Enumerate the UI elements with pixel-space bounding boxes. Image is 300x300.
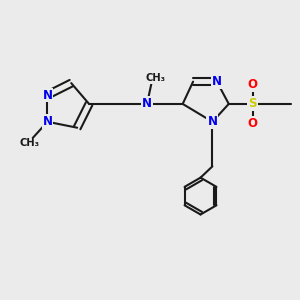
Text: N: N [142, 98, 152, 110]
Text: O: O [248, 78, 257, 91]
Text: CH₃: CH₃ [146, 73, 166, 83]
Text: CH₃: CH₃ [19, 139, 39, 148]
Text: N: N [212, 75, 222, 88]
Text: N: N [207, 115, 218, 128]
Text: N: N [43, 88, 52, 101]
Text: O: O [248, 117, 257, 130]
Text: S: S [248, 98, 257, 110]
Text: N: N [43, 115, 52, 128]
